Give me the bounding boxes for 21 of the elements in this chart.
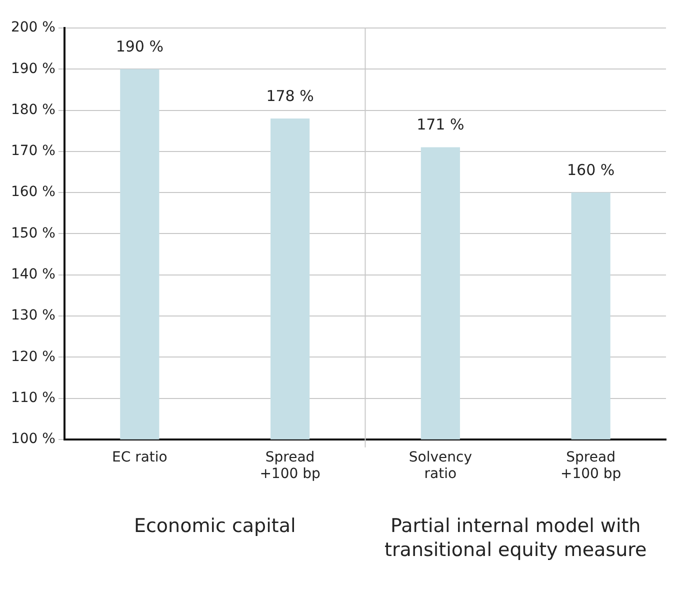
text: Economic capital xyxy=(134,514,296,537)
y-tick-label: 170 % xyxy=(10,143,56,160)
y-tick-label: 100 % xyxy=(10,431,56,448)
y-tick-label: 130 % xyxy=(10,308,56,324)
x-tick-label: Spread +100 bp xyxy=(260,449,320,482)
y-tick-label: 160 % xyxy=(10,184,56,200)
data-label: 171 % xyxy=(416,116,464,134)
x-tick-label: EC ratio xyxy=(112,449,168,466)
y-tick-label: 120 % xyxy=(10,348,56,365)
y-tick-label: 180 % xyxy=(10,102,56,118)
data-label: 178 % xyxy=(266,86,314,105)
data-label: 160 % xyxy=(566,160,615,179)
y-tick-label: 140 % xyxy=(10,266,56,282)
y-tick-label: 200 % xyxy=(10,20,56,36)
data-label: 190 % xyxy=(116,38,164,56)
text: Partial internal model with transitional equity measure xyxy=(384,514,647,561)
y-tick-label: 190 % xyxy=(10,60,56,77)
y-tick-label: 110 % xyxy=(10,390,56,406)
x-tick-label: Solvency ratio xyxy=(408,449,472,482)
x-tick-label: Spread +100 bp xyxy=(560,449,622,482)
y-tick-label: 150 % xyxy=(10,225,56,242)
